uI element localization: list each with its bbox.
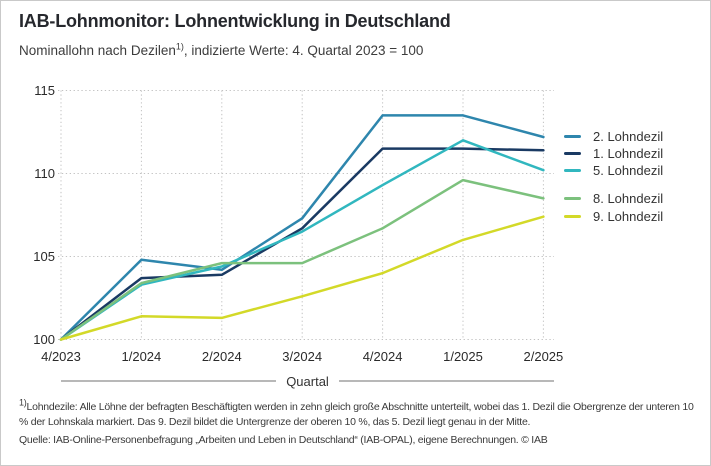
- axis-divider-line: [61, 380, 277, 382]
- subtitle-text: Nominallohn nach Dezilen: [19, 43, 176, 58]
- legend-label: 1. Lohndezil: [593, 146, 664, 162]
- footnote-block: 1)Lohndezile: Alle Löhne der befragten B…: [19, 397, 698, 448]
- legend-label: 2. Lohndezil: [593, 129, 664, 145]
- y-axis-tick-label: 110: [34, 165, 55, 181]
- legend-item-8-lohndezil: 8. Lohndezil: [564, 190, 663, 207]
- chart-subtitle: Nominallohn nach Dezilen1), indizierte W…: [19, 41, 424, 58]
- x-axis-tick-label: 2/2025: [523, 349, 564, 364]
- series-line-5-lohndezil: [59, 139, 545, 341]
- legend-item-1-lohndezil: 1. Lohndezil: [564, 145, 663, 162]
- x-axis-title: Quartal: [286, 373, 329, 389]
- legend-item-5-lohndezil: 5. Lohndezil: [564, 162, 663, 179]
- legend-swatch: [564, 152, 581, 156]
- y-axis-tick-label: 115: [34, 82, 55, 98]
- legend-label: 9. Lohndezil: [593, 209, 664, 225]
- legend-swatch: [564, 215, 581, 219]
- y-axis-tick-label: 105: [33, 248, 55, 264]
- footnote-text: 1)Lohndezile: Alle Löhne der befragten B…: [19, 397, 694, 428]
- chart-title: IAB-Lohnmonitor: Lohnentwicklung in Deut…: [19, 11, 451, 31]
- series-line-1-lohndezil: [59, 147, 545, 341]
- series-line-9-lohndezil: [59, 215, 545, 341]
- x-axis-tick-label: 1/2025: [443, 349, 483, 364]
- legend-item-9-lohndezil: 9. Lohndezil: [564, 208, 663, 225]
- x-axis-title-row: Quartal: [61, 372, 555, 390]
- x-axis-tick-label: 2/2024: [201, 349, 242, 364]
- footnote-marker: 1): [19, 397, 27, 408]
- legend-swatch: [564, 196, 581, 200]
- x-axis-tick-label: 1/2024: [121, 349, 162, 364]
- x-axis-tick-label: 4/2024: [362, 349, 403, 364]
- series-line-2-lohndezil: [59, 114, 545, 341]
- legend-swatch: [564, 169, 581, 173]
- legend-label: 5. Lohndezil: [593, 163, 664, 179]
- legend-label: 8. Lohndezil: [593, 190, 664, 206]
- legend-item-2-lohndezil: 2. Lohndezil: [564, 128, 663, 145]
- footnote-marker-superscript: 1): [175, 41, 184, 52]
- subtitle-text-continued: , indizierte Werte: 4. Quartal 2023 = 10…: [183, 43, 424, 58]
- legend-swatch: [564, 135, 581, 139]
- source-line: Quelle: IAB-Online-Personenbefragung „Ar…: [19, 434, 548, 446]
- x-axis-tick-label: 4/2023: [41, 349, 81, 364]
- x-axis-tick-label: 3/2024: [282, 349, 323, 364]
- y-axis-tick-label: 100: [33, 331, 55, 347]
- axis-divider-line: [338, 380, 555, 382]
- series-line-8-lohndezil: [59, 178, 545, 341]
